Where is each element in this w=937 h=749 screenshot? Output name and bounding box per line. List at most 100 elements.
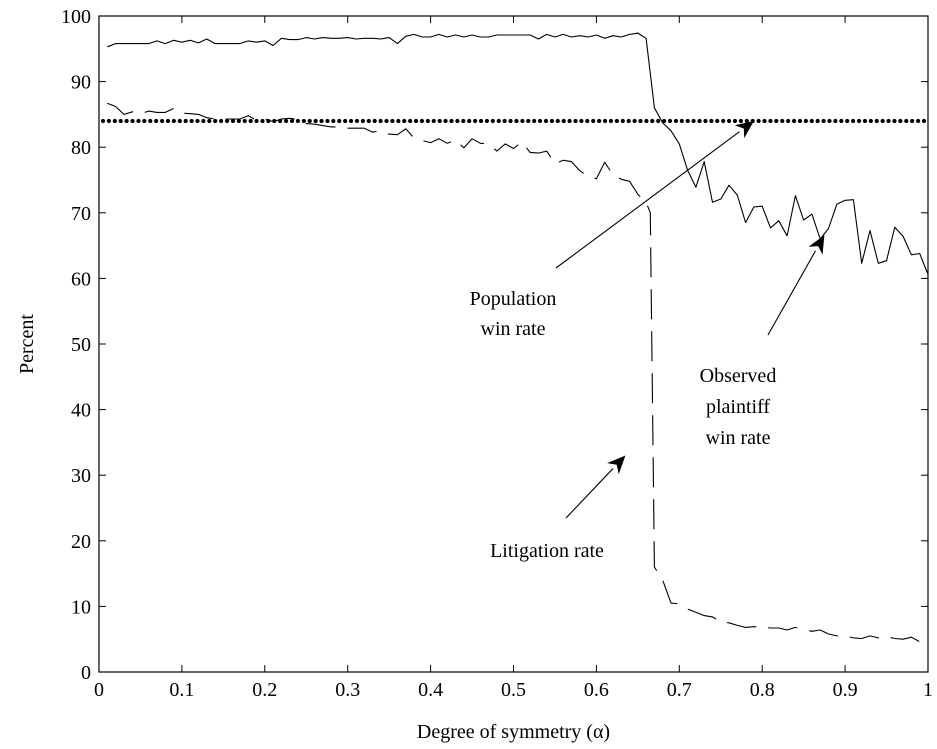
reference-dot: [626, 118, 631, 124]
y-tick-label: 30: [71, 465, 91, 487]
reference-dot: [266, 118, 271, 124]
reference-dot: [313, 118, 318, 124]
reference-dot: [721, 118, 726, 124]
reference-dot: [874, 118, 879, 124]
reference-dot: [514, 118, 519, 124]
reference-dot: [449, 118, 454, 124]
reference-dot: [856, 118, 862, 124]
reference-dot: [201, 118, 206, 124]
annotation-line: Litigation rate: [490, 540, 604, 562]
reference-dot: [496, 118, 501, 124]
reference-dot: [260, 118, 265, 124]
reference-dot: [762, 118, 767, 124]
reference-dot: [366, 118, 371, 124]
reference-dot: [337, 118, 342, 124]
reference-dot: [136, 118, 141, 124]
x-tick-label: 0: [94, 679, 104, 701]
x-tick-label: 1: [923, 679, 933, 701]
reference-dot: [378, 118, 383, 124]
reference-dot: [614, 118, 619, 124]
reference-dot: [809, 118, 814, 124]
annotation-arrow: [555, 121, 754, 269]
x-tick-label: 0.6: [584, 679, 609, 701]
reference-dot: [715, 118, 720, 124]
reference-dot: [585, 118, 590, 124]
series-dotted-reference: [100, 118, 927, 124]
reference-dot: [461, 118, 466, 124]
reference-dot: [868, 118, 873, 124]
reference-dot: [520, 118, 525, 124]
reference-dot: [537, 118, 543, 124]
annotation-label: Litigation rate: [490, 540, 604, 562]
reference-dot: [473, 118, 478, 124]
reference-dot: [478, 118, 484, 124]
x-tick-label: 0.3: [335, 679, 360, 701]
reference-dot: [142, 118, 147, 124]
reference-dot: [124, 118, 129, 124]
reference-dot: [768, 118, 773, 124]
reference-dot: [555, 118, 560, 124]
y-tick-label: 70: [71, 203, 91, 225]
reference-dot: [833, 118, 838, 124]
reference-dot: [189, 118, 194, 124]
reference-dot: [744, 118, 749, 124]
reference-dot: [851, 118, 856, 124]
series-dashed-line: [107, 102, 929, 644]
reference-dot: [384, 118, 389, 124]
reference-dot: [301, 118, 306, 124]
reference-dot: [644, 118, 649, 124]
y-tick-label: 90: [71, 72, 91, 94]
reference-dot: [272, 118, 277, 124]
series-solid-line: [107, 32, 929, 275]
y-tick-label: 100: [61, 6, 91, 28]
reference-dot: [774, 118, 779, 124]
annotation-line: win rate: [481, 318, 546, 340]
reference-dot: [289, 118, 295, 124]
reference-dot: [177, 118, 182, 124]
reference-dot: [455, 118, 460, 124]
x-tick-label: 0.4: [418, 679, 443, 701]
annotation-layer: Population win rate Observed plaintiff win r…: [470, 121, 825, 562]
reference-dot: [484, 118, 490, 124]
reference-dot: [632, 118, 637, 124]
reference-dot: [348, 118, 354, 124]
plot-frame: [98, 15, 929, 673]
reference-dot: [667, 118, 673, 124]
reference-dot: [425, 118, 430, 124]
reference-dot: [490, 118, 495, 124]
reference-dot: [685, 118, 690, 124]
reference-dot: [408, 118, 413, 124]
reference-dot: [892, 118, 897, 124]
reference-dot: [354, 118, 360, 124]
reference-dot: [130, 118, 135, 124]
reference-dot: [431, 118, 436, 124]
reference-dot: [526, 118, 531, 124]
reference-dot: [118, 118, 123, 124]
reference-dot: [662, 118, 667, 124]
reference-dot: [579, 118, 584, 124]
y-tick-label: 40: [71, 400, 91, 422]
tick-layer: 0 0.1 0.2 0.3 0.4 0.5 0.6 0.7 0.8 0.9 101020304050…: [61, 6, 933, 701]
reference-dot: [195, 118, 200, 124]
x-tick-label: 0.7: [667, 679, 692, 701]
reference-dot: [815, 118, 820, 124]
reference-dot: [467, 118, 472, 124]
reference-dot: [803, 118, 808, 124]
reference-dot: [230, 118, 236, 124]
annotation-line: Observed: [700, 365, 777, 387]
reference-dot: [437, 118, 442, 124]
reference-dot: [679, 118, 684, 124]
reference-dot: [549, 118, 554, 124]
reference-dot: [171, 118, 176, 124]
reference-dot: [921, 118, 927, 124]
x-tick-label: 0.5: [501, 679, 526, 701]
reference-dot: [656, 118, 661, 124]
reference-dot: [224, 118, 230, 124]
x-tick-label: 0.8: [750, 679, 775, 701]
y-tick-label: 80: [71, 137, 91, 159]
y-tick-label: 60: [71, 268, 91, 290]
series-layer: [100, 32, 929, 644]
reference-dot: [880, 118, 885, 124]
